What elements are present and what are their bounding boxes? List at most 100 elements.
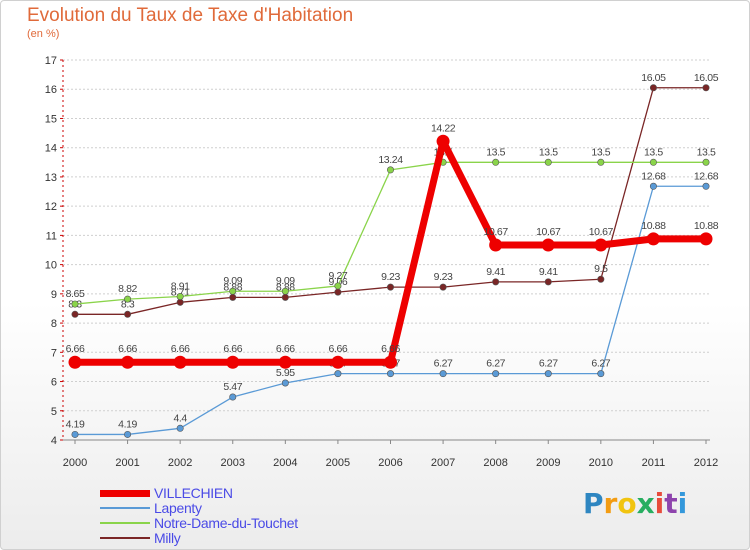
data-label-lapenty: 5.95 — [276, 367, 295, 379]
x-tick-label: 2003 — [221, 457, 245, 469]
data-label-notre-dame-du-touchet: 8.91 — [171, 280, 190, 292]
data-point-notre-dame-du-touchet — [544, 158, 552, 166]
data-point-villechien — [121, 355, 135, 369]
data-point-notre-dame-du-touchet — [229, 287, 237, 295]
data-label-milly: 9.23 — [381, 271, 400, 283]
data-label-notre-dame-du-touchet: 13.24 — [378, 154, 403, 166]
y-tick-label: 10 — [45, 260, 57, 272]
data-label-villechien: 6.66 — [381, 343, 400, 355]
legend-swatch — [100, 522, 150, 524]
data-point-villechien — [173, 355, 187, 369]
legend-label: Lapenty — [154, 500, 202, 516]
data-label-villechien: 14.22 — [431, 122, 456, 134]
data-point-villechien — [226, 355, 240, 369]
legend-label: VILLECHIEN — [154, 485, 233, 501]
data-point-notre-dame-du-touchet — [597, 158, 605, 166]
data-point-lapenty — [492, 370, 500, 378]
data-label-villechien: 6.66 — [276, 343, 295, 355]
data-label-villechien: 6.66 — [118, 343, 137, 355]
data-point-villechien — [331, 355, 345, 369]
data-label-notre-dame-du-touchet: 8.82 — [118, 283, 137, 295]
y-tick-label: 11 — [46, 230, 57, 242]
legend-swatch — [100, 537, 150, 539]
data-label-lapenty: 6.27 — [539, 358, 558, 370]
data-point-lapenty — [229, 393, 237, 401]
data-point-notre-dame-du-touchet — [386, 166, 394, 174]
data-label-lapenty: 12.68 — [641, 170, 666, 182]
y-tick-label: 9 — [51, 289, 57, 301]
x-tick-label: 2011 — [642, 457, 666, 469]
data-point-villechien — [436, 134, 450, 148]
data-point-milly — [229, 293, 237, 301]
data-label-villechien: 6.66 — [66, 343, 85, 355]
data-point-notre-dame-du-touchet — [176, 292, 184, 300]
data-label-lapenty: 4.19 — [118, 418, 137, 430]
y-tick-label: 4 — [51, 435, 57, 447]
data-point-milly — [386, 283, 394, 291]
chart-title: Evolution du Taux de Taxe d'Habitation — [27, 5, 354, 26]
logo-letter: i — [677, 487, 688, 520]
data-label-lapenty: 6.27 — [591, 358, 610, 370]
data-label-milly: 9.41 — [486, 266, 505, 278]
y-tick-label: 6 — [51, 377, 57, 389]
data-point-milly — [124, 310, 132, 318]
data-label-notre-dame-du-touchet: 13.5 — [486, 146, 505, 158]
data-label-notre-dame-du-touchet: 13.5 — [697, 146, 716, 158]
data-point-lapenty — [702, 182, 710, 190]
y-tick-label: 16 — [45, 84, 57, 96]
x-tick-label: 2007 — [431, 457, 455, 469]
data-label-milly: 9.41 — [539, 266, 558, 278]
data-label-lapenty: 4.19 — [66, 418, 85, 430]
series-line-lapenty — [75, 185, 706, 436]
data-point-milly — [597, 275, 605, 283]
x-tick-label: 2004 — [273, 457, 297, 469]
data-label-milly: 8.3 — [121, 298, 135, 310]
data-point-milly — [492, 278, 500, 286]
data-point-lapenty — [386, 370, 394, 378]
data-label-lapenty: 4.4 — [173, 412, 187, 424]
data-point-lapenty — [597, 370, 605, 378]
data-point-milly — [71, 310, 79, 318]
legend-label: Notre-Dame-du-Touchet — [154, 515, 298, 531]
data-label-milly: 9.5 — [594, 263, 608, 275]
data-label-lapenty: 12.68 — [694, 170, 719, 182]
data-label-notre-dame-du-touchet: 8.65 — [66, 288, 85, 300]
data-point-villechien — [384, 355, 397, 369]
y-tick-label: 7 — [51, 347, 57, 359]
x-tick-label: 2012 — [694, 457, 718, 469]
logo-letter: i — [654, 487, 665, 520]
data-label-villechien: 10.67 — [484, 226, 509, 238]
data-point-milly — [649, 84, 657, 92]
data-label-villechien: 6.66 — [328, 343, 347, 355]
data-label-notre-dame-du-touchet: 13.5 — [539, 146, 558, 158]
y-tick-label: 5 — [51, 406, 57, 418]
data-label-notre-dame-du-touchet: 9.27 — [328, 270, 347, 282]
data-point-lapenty — [334, 370, 342, 378]
data-label-villechien: 6.66 — [223, 343, 242, 355]
data-label-lapenty: 6.27 — [486, 358, 505, 370]
x-tick-label: 2002 — [168, 457, 192, 469]
data-point-notre-dame-du-touchet — [124, 295, 132, 303]
data-point-villechien — [594, 238, 608, 252]
data-point-lapenty — [176, 424, 184, 432]
data-point-milly — [702, 84, 710, 92]
data-point-milly — [176, 298, 184, 306]
x-tick-label: 2008 — [483, 457, 507, 469]
data-label-notre-dame-du-touchet: 13.5 — [591, 146, 610, 158]
data-label-notre-dame-du-touchet: 9.09 — [223, 275, 242, 287]
data-point-lapenty — [124, 430, 132, 438]
series-line-villechien — [75, 137, 706, 366]
y-tick-label: 13 — [45, 172, 57, 184]
data-point-notre-dame-du-touchet — [334, 282, 342, 290]
data-point-milly — [439, 283, 447, 291]
data-point-milly — [334, 288, 342, 296]
data-label-milly: 9.06 — [328, 276, 347, 288]
legend-item-milly: Milly — [100, 530, 181, 546]
data-point-lapenty — [544, 370, 552, 378]
logo-letter: r — [603, 487, 618, 520]
x-tick-label: 2000 — [63, 457, 87, 469]
data-point-villechien — [541, 238, 555, 252]
x-tick-label: 2009 — [536, 457, 560, 469]
data-point-lapenty — [71, 430, 79, 438]
